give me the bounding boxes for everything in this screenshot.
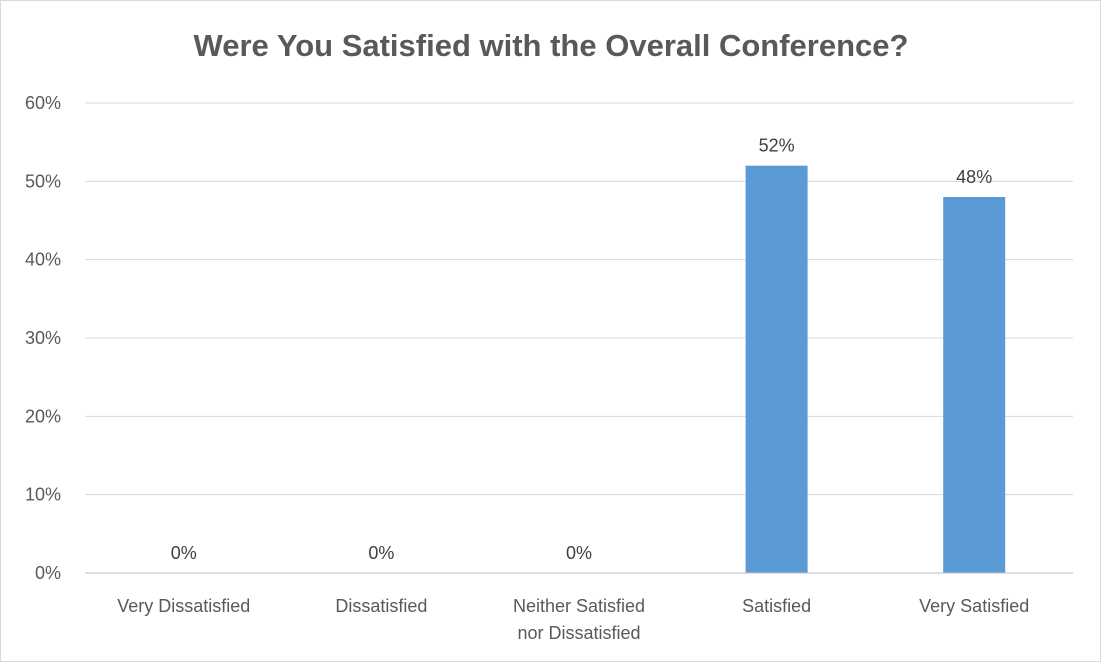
chart-title: Were You Satisfied with the Overall Conf… <box>194 28 909 63</box>
x-category-label: Neither Satisfied <box>513 596 645 616</box>
data-labels: 0% 0% 0% 52% 48% <box>171 136 992 563</box>
y-tick-label: 20% <box>25 406 61 426</box>
x-axis-categories: Very Dissatisfied Dissatisfied Neither Sat… <box>117 596 1029 643</box>
y-tick-label: 40% <box>25 250 61 270</box>
bar <box>745 165 808 573</box>
y-tick-label: 10% <box>25 485 61 505</box>
y-tick-label: 60% <box>25 93 61 113</box>
data-label: 0% <box>171 543 197 563</box>
y-axis-ticks: 0% 10% 20% 30% 40% 50% 60% <box>25 93 61 583</box>
data-label: 0% <box>566 543 592 563</box>
data-label: 52% <box>759 136 795 156</box>
y-tick-label: 0% <box>35 563 61 583</box>
bars <box>745 165 1006 573</box>
x-category-label: Dissatisfied <box>335 596 427 616</box>
data-label: 0% <box>368 543 394 563</box>
data-label: 48% <box>956 167 992 187</box>
x-category-label: Satisfied <box>742 596 811 616</box>
x-category-label: nor Dissatisfied <box>517 623 640 643</box>
x-category-label: Very Dissatisfied <box>117 596 250 616</box>
y-tick-label: 50% <box>25 171 61 191</box>
gridlines <box>85 102 1073 496</box>
x-category-label: Very Satisfied <box>919 596 1029 616</box>
y-tick-label: 30% <box>25 328 61 348</box>
bar <box>943 197 1006 573</box>
